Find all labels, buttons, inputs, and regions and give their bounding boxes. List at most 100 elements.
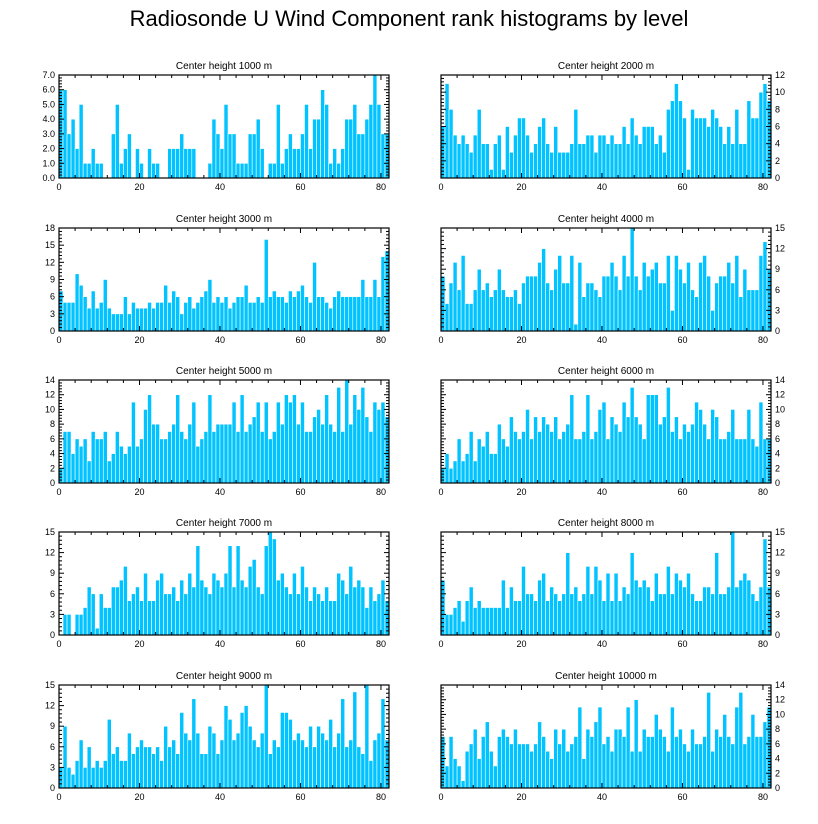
x-tick-label: 40: [215, 792, 225, 802]
histogram-bar: [452, 607, 458, 636]
histogram-bar: [271, 162, 277, 179]
histogram-bar: [706, 692, 711, 789]
histogram-bar: [288, 290, 293, 332]
histogram-bar: [653, 394, 659, 484]
histogram-bar: [171, 423, 177, 484]
histogram-bar: [742, 438, 748, 484]
histogram-bar: [521, 566, 526, 636]
x-tick-label: 0: [56, 335, 61, 345]
histogram-bar: [448, 467, 454, 484]
histogram-bar: [247, 725, 253, 789]
y-tick-label: 15: [45, 240, 55, 250]
histogram-bar: [211, 118, 217, 179]
histogram-bar: [513, 600, 518, 636]
histogram-bar: [472, 607, 478, 636]
histogram-bar: [645, 736, 651, 789]
histogram-bar: [573, 438, 579, 484]
histogram-bar: [227, 307, 233, 332]
y-tick-label: 0.0: [42, 173, 55, 183]
histogram-bar: [734, 109, 740, 179]
histogram-bar: [545, 750, 550, 789]
histogram-bar: [123, 566, 128, 636]
histogram-bar: [452, 460, 458, 484]
plot-frame: [440, 531, 772, 636]
histogram-bar: [86, 307, 92, 332]
histogram-bar: [86, 586, 92, 636]
histogram-bar: [211, 732, 217, 789]
y-tick-label: 7.0: [42, 70, 55, 80]
histogram-bar: [497, 134, 502, 179]
histogram-bar: [621, 255, 627, 332]
histogram-bar: [444, 303, 450, 332]
histogram-bar: [111, 453, 116, 484]
histogram-bar: [332, 431, 337, 484]
histogram-bar: [304, 104, 309, 179]
histogram-bar: [754, 117, 760, 179]
histogram-bar: [175, 296, 181, 332]
histogram-bar: [710, 409, 715, 484]
histogram-bar: [78, 614, 84, 636]
histogram-bar: [247, 423, 253, 484]
histogram-panel: Center height 7000 m 0 20 40 60 80 0 3 6 9 12 15: [45, 518, 390, 649]
histogram-bar: [123, 148, 128, 179]
x-tick-label: 60: [677, 639, 687, 649]
histogram-bar: [235, 545, 241, 636]
histogram-bar: [384, 133, 390, 179]
y-tick-label: 6: [775, 285, 780, 295]
histogram-bar: [372, 279, 378, 332]
histogram-bar: [199, 438, 205, 484]
histogram-bar: [94, 162, 100, 179]
histogram-bar: [581, 593, 587, 636]
histogram-bar: [452, 134, 458, 179]
histogram-bar: [589, 282, 595, 332]
y-tick-label: 0: [50, 478, 55, 488]
y-tick-label: 8: [775, 104, 780, 114]
histogram-bar: [215, 296, 221, 332]
histogram-bar: [666, 566, 671, 636]
histogram-bar: [460, 620, 466, 636]
histogram-bar: [139, 600, 144, 636]
histogram-bar: [581, 758, 587, 789]
histogram-bar: [368, 104, 374, 179]
histogram-bar: [191, 698, 197, 789]
x-tick-label: 0: [56, 487, 61, 497]
histogram-bar: [296, 732, 301, 789]
histogram-bar: [316, 409, 321, 484]
histogram-bar: [658, 728, 663, 789]
histogram-bar: [356, 296, 362, 332]
histogram-bar: [98, 438, 104, 484]
histogram-bar: [448, 736, 454, 789]
histogram-bar: [78, 284, 84, 332]
histogram-bar: [658, 593, 663, 636]
histogram-bar: [553, 416, 559, 484]
histogram-bar: [288, 133, 293, 179]
histogram-bar: [557, 743, 563, 789]
histogram-bar: [131, 593, 136, 636]
histogram-bar: [352, 586, 358, 636]
histogram-bar: [127, 313, 132, 332]
histogram-bar: [115, 746, 120, 789]
histogram-bar: [360, 387, 366, 484]
x-tick-label: 40: [597, 639, 607, 649]
y-tick-label: 12: [775, 244, 785, 254]
histogram-bar: [609, 416, 615, 484]
histogram-bar: [115, 431, 120, 484]
histogram-bar: [308, 302, 313, 332]
histogram-bar: [86, 460, 92, 484]
y-tick-label: 14: [45, 375, 55, 385]
histogram-bar: [452, 758, 458, 789]
histogram-bar: [754, 445, 760, 484]
histogram-bar: [280, 572, 285, 636]
histogram-bar: [94, 438, 100, 484]
histogram-bar: [106, 307, 112, 332]
histogram-bar: [666, 109, 671, 179]
histogram-bar: [328, 600, 333, 636]
y-tick-label: 12: [775, 548, 785, 558]
histogram-bar: [468, 303, 474, 332]
histogram-bar: [98, 593, 104, 636]
panel-title: Center height 1000 m: [176, 61, 272, 72]
histogram-bar: [605, 143, 611, 179]
histogram-bar: [336, 387, 342, 484]
histogram-bar: [115, 313, 120, 332]
histogram-bar: [296, 423, 301, 484]
